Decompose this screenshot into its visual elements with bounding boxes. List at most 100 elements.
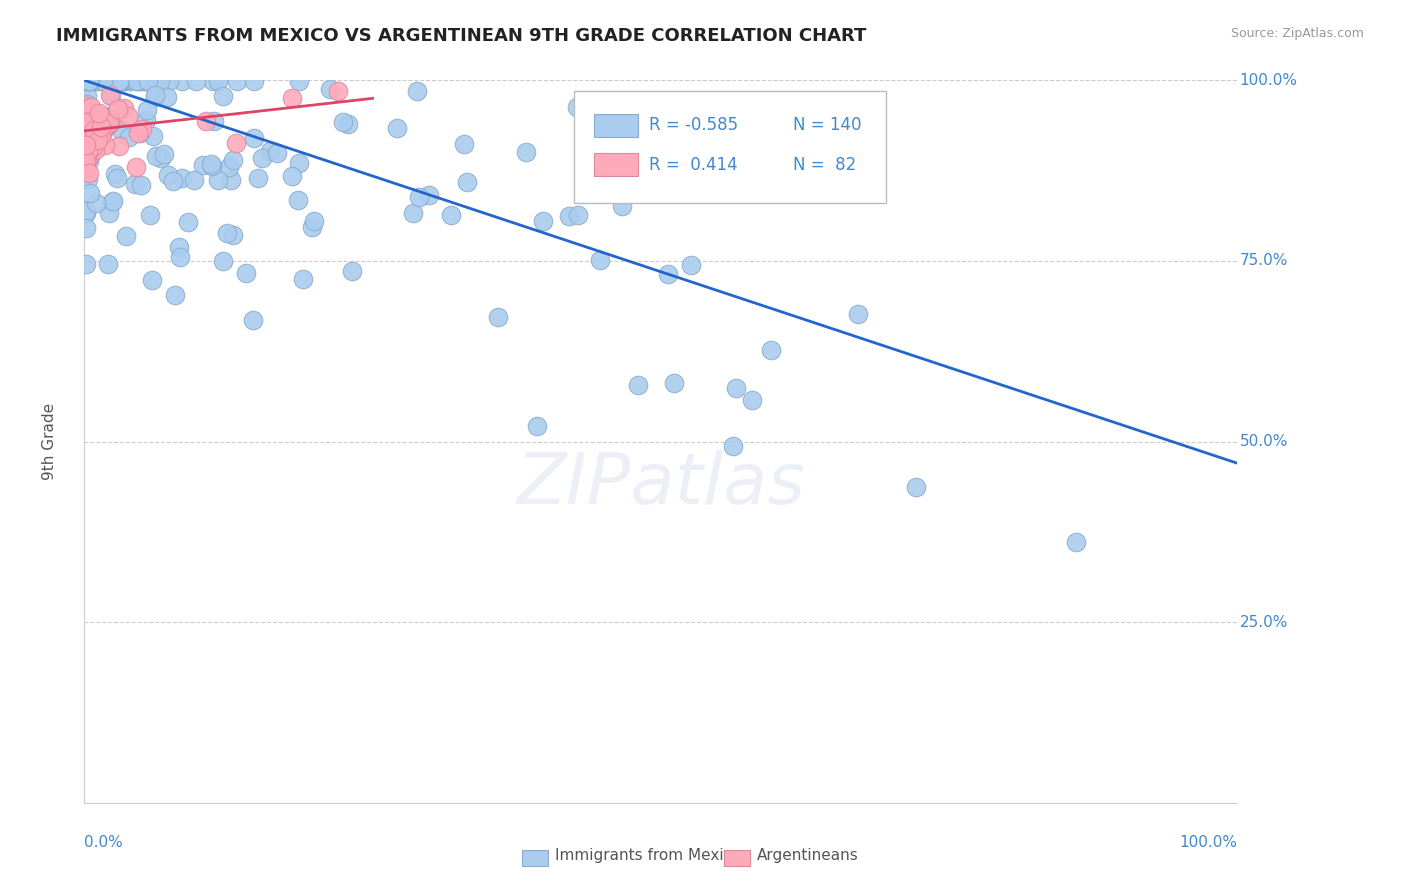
Point bbox=[97, 116, 120, 130]
Point bbox=[79, 186, 101, 200]
Point bbox=[217, 226, 239, 240]
Point bbox=[202, 74, 225, 88]
Point bbox=[201, 160, 224, 174]
Point bbox=[150, 151, 173, 165]
Point bbox=[93, 121, 115, 136]
Point bbox=[87, 74, 110, 88]
Point bbox=[141, 273, 163, 287]
Point bbox=[83, 110, 105, 124]
Point bbox=[183, 172, 205, 186]
Point bbox=[75, 74, 97, 88]
Point bbox=[75, 204, 97, 219]
Point bbox=[104, 167, 127, 181]
Point bbox=[75, 133, 97, 147]
Point bbox=[153, 147, 176, 161]
Point bbox=[79, 166, 101, 180]
Point bbox=[79, 74, 101, 88]
Point bbox=[75, 150, 97, 164]
Point bbox=[114, 74, 136, 88]
Point bbox=[75, 130, 97, 145]
Point bbox=[387, 120, 409, 135]
Point bbox=[98, 206, 121, 220]
Point bbox=[112, 74, 135, 88]
Text: R = -0.585: R = -0.585 bbox=[650, 116, 738, 134]
Point bbox=[207, 74, 229, 88]
Point bbox=[75, 108, 97, 122]
Point bbox=[177, 215, 200, 229]
Point bbox=[77, 128, 100, 142]
Point bbox=[211, 88, 233, 103]
Point bbox=[75, 138, 97, 153]
Point bbox=[98, 116, 121, 130]
Point bbox=[75, 206, 97, 220]
Point bbox=[103, 194, 125, 208]
Point bbox=[75, 112, 97, 127]
Point bbox=[75, 132, 97, 146]
Point bbox=[75, 220, 97, 235]
Point bbox=[128, 127, 150, 141]
Text: 0.0%: 0.0% bbox=[84, 835, 124, 850]
Point bbox=[83, 106, 105, 120]
Point bbox=[526, 419, 548, 434]
Point bbox=[76, 135, 98, 149]
Point bbox=[1064, 534, 1087, 549]
Point bbox=[662, 376, 685, 390]
Point bbox=[80, 100, 103, 114]
Point bbox=[515, 145, 537, 160]
Point bbox=[75, 108, 97, 122]
Point bbox=[143, 88, 166, 103]
Point bbox=[98, 87, 121, 102]
Point bbox=[75, 106, 97, 120]
Point bbox=[107, 102, 129, 116]
Point bbox=[114, 229, 136, 244]
Point bbox=[486, 310, 509, 324]
Point bbox=[319, 82, 342, 96]
Point bbox=[75, 115, 97, 129]
Point bbox=[288, 156, 311, 170]
Point bbox=[195, 113, 218, 128]
Point bbox=[77, 112, 100, 127]
Bar bbox=[593, 153, 638, 177]
Text: Immigrants from Mexico: Immigrants from Mexico bbox=[555, 848, 741, 863]
Point bbox=[679, 258, 702, 272]
Point bbox=[200, 157, 222, 171]
Point bbox=[440, 209, 463, 223]
Point bbox=[79, 148, 101, 162]
Point bbox=[117, 129, 139, 144]
Point bbox=[108, 74, 131, 88]
Point bbox=[83, 139, 105, 153]
Point bbox=[128, 74, 150, 88]
Point bbox=[76, 139, 98, 153]
Point bbox=[86, 136, 108, 151]
Point bbox=[75, 98, 97, 112]
Point bbox=[243, 74, 266, 88]
Point bbox=[83, 123, 105, 137]
Text: Source: ZipAtlas.com: Source: ZipAtlas.com bbox=[1230, 27, 1364, 40]
Point bbox=[226, 74, 249, 88]
Point bbox=[77, 141, 100, 155]
Point bbox=[134, 74, 156, 88]
Point bbox=[723, 439, 745, 453]
Point bbox=[75, 153, 97, 168]
Point bbox=[143, 90, 166, 104]
Point bbox=[135, 112, 157, 127]
Point bbox=[243, 131, 266, 145]
Point bbox=[627, 378, 650, 392]
Point bbox=[326, 84, 349, 98]
Point bbox=[225, 136, 247, 150]
Point bbox=[172, 171, 194, 186]
Point bbox=[157, 168, 180, 182]
Point bbox=[87, 117, 110, 131]
Point bbox=[567, 100, 589, 114]
Point bbox=[266, 146, 288, 161]
Point bbox=[75, 152, 97, 166]
Point bbox=[75, 105, 97, 120]
Point bbox=[75, 138, 97, 153]
Point bbox=[741, 392, 763, 407]
Point bbox=[110, 123, 132, 137]
Point bbox=[169, 250, 191, 264]
Point bbox=[91, 111, 114, 125]
Point bbox=[131, 121, 153, 136]
Text: N =  82: N = 82 bbox=[793, 156, 856, 174]
Point bbox=[112, 101, 135, 115]
